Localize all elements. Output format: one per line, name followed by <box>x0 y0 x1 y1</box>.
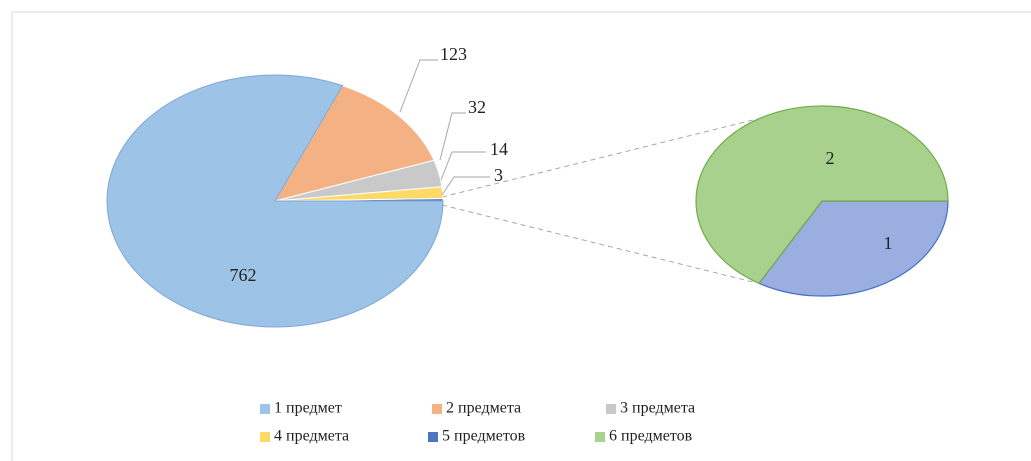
data-label: 14 <box>490 139 508 159</box>
legend-swatch <box>595 432 605 442</box>
data-label: 2 <box>826 148 835 168</box>
data-label: 32 <box>468 97 486 117</box>
leader-line <box>441 176 490 196</box>
data-label: 762 <box>230 265 257 285</box>
leader-line <box>399 59 438 113</box>
data-label: 123 <box>440 44 467 64</box>
leader-line <box>439 112 466 161</box>
legend-swatch <box>606 404 616 414</box>
legend-label: 1 предмет <box>274 400 342 417</box>
pie-slice <box>273 85 435 202</box>
data-label: 3 <box>494 165 503 185</box>
secondary-slice <box>695 105 949 285</box>
legend-swatch <box>432 404 442 414</box>
legend-label: 2 предмета <box>446 400 521 417</box>
legend-label: 4 предмета <box>274 428 349 445</box>
connector-line <box>441 118 758 198</box>
data-label: 1 <box>884 233 893 253</box>
legend-swatch <box>260 404 270 414</box>
legend-swatch <box>260 432 270 442</box>
legend-label: 6 предметов <box>609 428 693 445</box>
connector-line <box>441 204 758 284</box>
secondary-slice <box>758 200 949 297</box>
legend-swatch <box>428 432 438 442</box>
leader-line <box>440 151 486 181</box>
legend-label: 5 предметов <box>442 428 526 445</box>
pie-slice <box>106 74 444 328</box>
legend-label: 3 предмета <box>620 400 695 417</box>
